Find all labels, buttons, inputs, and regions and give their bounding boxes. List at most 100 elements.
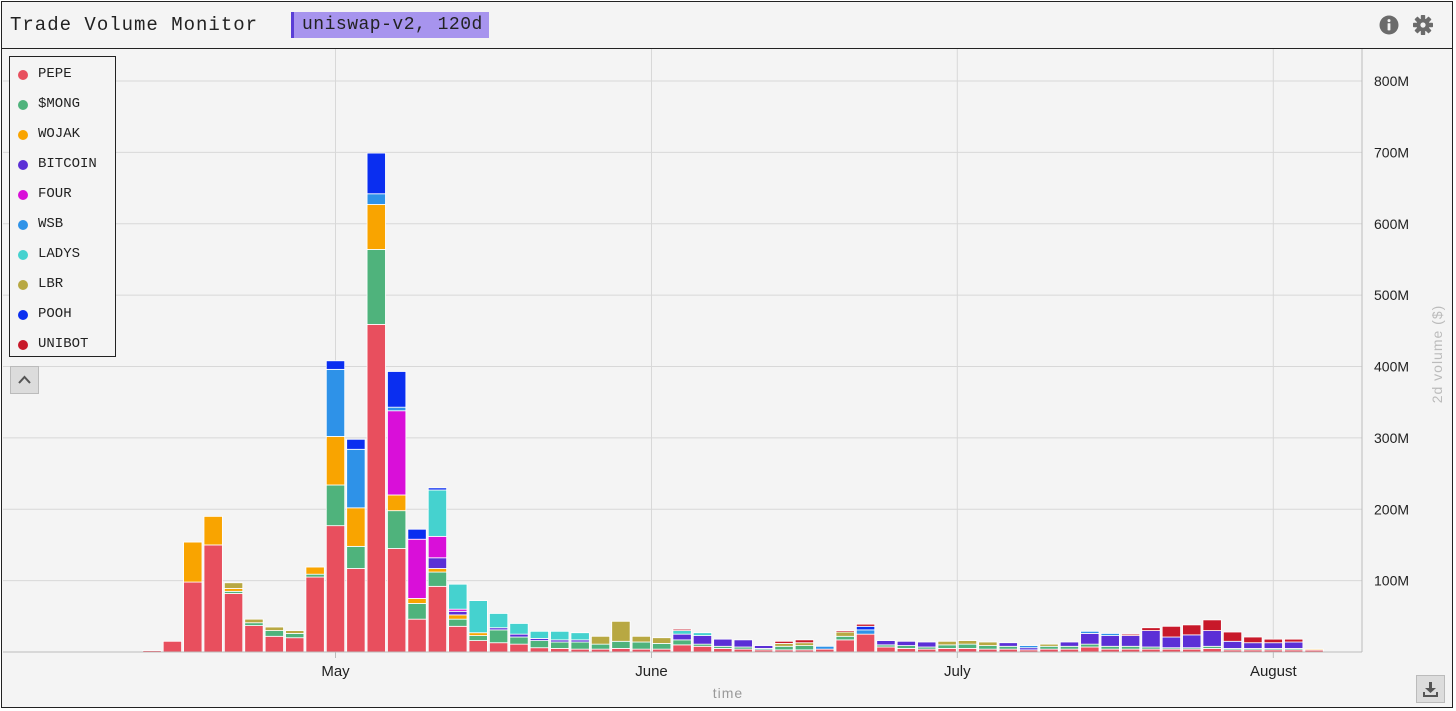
bar-segment [570, 641, 590, 650]
bar-segment [448, 614, 468, 620]
bar-segment [387, 494, 407, 512]
bar-segment [1161, 625, 1181, 638]
legend: PEPE $MONG WOJAK BITCOIN FOUR WSB LADYS LBR POOH… [9, 56, 116, 357]
legend-swatch [18, 280, 28, 290]
bar-segment [672, 644, 692, 653]
legend-item[interactable]: FOUR [10, 184, 115, 206]
y-tick-label: 200M [1374, 501, 1409, 517]
bar-segment [713, 638, 733, 647]
bar-segment [427, 535, 448, 559]
legend-item[interactable]: $MONG [10, 94, 115, 116]
bar-segment [794, 639, 814, 644]
bar-segment [325, 360, 346, 370]
bar-segment [1080, 633, 1100, 645]
bar-segment [1243, 642, 1263, 649]
bar-segment [448, 625, 468, 653]
bar-segment [468, 640, 488, 653]
bar-segment [305, 573, 325, 578]
legend-item[interactable]: POOH [10, 304, 115, 326]
download-icon [1423, 682, 1438, 697]
axes: 100M 200M 300M 400M 500M 600M 700M 800M May June J… [3, 49, 1445, 701]
bar-segment [917, 641, 937, 648]
legend-item[interactable]: WSB [10, 214, 115, 236]
bar-segment [611, 640, 631, 649]
collapse-legend-button[interactable] [10, 366, 39, 394]
legend-label: POOH [38, 306, 72, 322]
bar-segment [1039, 645, 1059, 650]
bar-segment [1243, 636, 1263, 644]
bar-segment [937, 640, 957, 646]
bar-segment [509, 623, 529, 635]
bar-segment [794, 645, 814, 651]
bar-segment [346, 438, 366, 450]
bar-segment [407, 618, 427, 653]
legend-item[interactable]: LBR [10, 274, 115, 296]
bar-segment [529, 640, 549, 649]
bar-segment [264, 626, 284, 631]
download-button[interactable] [1416, 675, 1445, 703]
bar-segment [305, 566, 325, 575]
bar-segment [223, 588, 244, 592]
legend-item[interactable]: UNIBOT [10, 334, 115, 356]
bar-segment [203, 544, 223, 653]
bar-segment [1284, 641, 1304, 649]
legend-item[interactable]: WOJAK [10, 124, 115, 146]
bar-segment [366, 323, 386, 653]
info-icon[interactable] [1379, 15, 1399, 35]
bar-segment [1080, 643, 1100, 648]
x-tick-label: July [944, 663, 971, 680]
bar-segment [427, 487, 448, 491]
x-axis-title: time [713, 685, 743, 701]
bar-segment [1263, 638, 1283, 644]
bar-segment [1080, 630, 1100, 634]
bar-segment [407, 598, 427, 604]
bar-segment [550, 630, 570, 641]
bar-segment [427, 489, 448, 537]
bars [142, 152, 1324, 653]
bar-segment [244, 622, 264, 626]
bar-segment [1141, 627, 1161, 631]
bar-segment [366, 249, 386, 325]
bar-segment [1182, 634, 1202, 649]
legend-swatch [18, 220, 28, 230]
bar-segment [754, 645, 774, 649]
bar-segment [1263, 642, 1283, 649]
legend-item[interactable]: BITCOIN [10, 154, 115, 176]
bar-segment [325, 436, 346, 486]
bar-segment [733, 639, 753, 648]
bar-segment [631, 635, 651, 643]
bar-segment [346, 568, 366, 653]
bar-segment [244, 618, 264, 624]
bar-segment [692, 632, 713, 636]
dataset-badge[interactable]: uniswap-v2, 120d [291, 12, 489, 38]
legend-swatch [18, 100, 28, 110]
bar-segment [529, 630, 549, 639]
bar-segment [611, 648, 631, 653]
bar-segment [264, 635, 284, 653]
bar-segment [468, 635, 488, 641]
bar-segment [387, 406, 407, 412]
bar-segment [1284, 638, 1304, 643]
legend-label: FOUR [38, 186, 72, 202]
bar-segment [468, 632, 488, 636]
gear-icon[interactable] [1413, 15, 1433, 35]
legend-swatch [18, 250, 28, 260]
bar-segment [366, 204, 386, 250]
bar-segment [855, 625, 876, 631]
bar-segment [285, 630, 305, 634]
bar-segment [509, 643, 529, 653]
legend-label: $MONG [38, 96, 81, 112]
legend-label: LBR [38, 276, 64, 292]
bar-segment [1202, 648, 1222, 653]
bar-segment [1100, 645, 1120, 650]
bar-segment [407, 528, 427, 540]
bar-segment [1059, 645, 1080, 650]
bar-segment [896, 645, 916, 649]
bar-segment [387, 371, 407, 408]
legend-item[interactable]: PEPE [10, 64, 115, 86]
legend-label: BITCOIN [38, 156, 97, 172]
bar-segment [387, 510, 407, 549]
legend-swatch [18, 130, 28, 140]
legend-item[interactable]: LADYS [10, 244, 115, 266]
